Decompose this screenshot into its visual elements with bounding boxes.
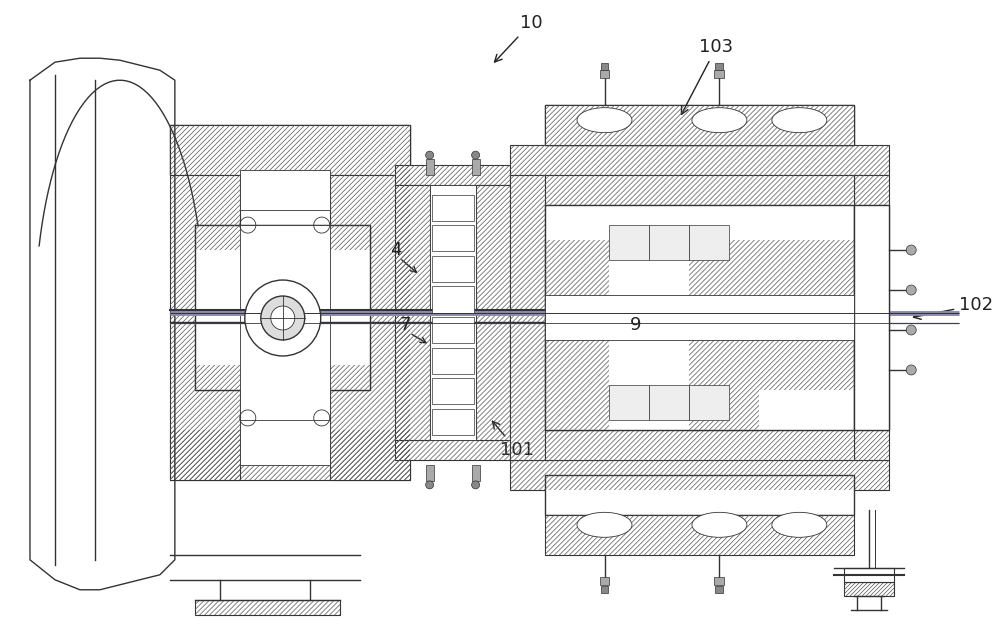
Bar: [600, 577, 609, 585]
Circle shape: [245, 280, 321, 356]
Polygon shape: [395, 185, 430, 440]
Circle shape: [906, 365, 916, 375]
Bar: [714, 577, 724, 585]
Text: 103: 103: [681, 38, 734, 114]
Polygon shape: [759, 240, 854, 390]
Text: 10: 10: [495, 14, 542, 62]
Text: 102: 102: [914, 296, 993, 319]
Bar: [432, 409, 474, 435]
Polygon shape: [545, 105, 854, 145]
Bar: [432, 286, 474, 312]
Bar: [426, 159, 434, 175]
Circle shape: [426, 481, 434, 489]
Polygon shape: [545, 515, 854, 555]
Polygon shape: [510, 145, 889, 175]
Bar: [170, 125, 410, 175]
Bar: [426, 465, 434, 481]
Bar: [844, 568, 894, 582]
Bar: [432, 225, 474, 251]
Bar: [689, 225, 729, 260]
Ellipse shape: [577, 108, 632, 133]
Polygon shape: [170, 175, 240, 480]
Bar: [430, 185, 476, 440]
Polygon shape: [510, 460, 889, 490]
Bar: [601, 64, 608, 70]
Bar: [432, 378, 474, 404]
Polygon shape: [195, 225, 370, 250]
Bar: [240, 170, 330, 210]
Polygon shape: [395, 440, 510, 460]
Bar: [714, 70, 724, 78]
Circle shape: [261, 296, 305, 340]
Bar: [545, 295, 854, 340]
Bar: [472, 465, 480, 481]
Polygon shape: [170, 430, 410, 480]
Polygon shape: [545, 430, 854, 460]
Bar: [715, 64, 723, 70]
Text: 9: 9: [629, 316, 641, 334]
Ellipse shape: [577, 512, 632, 537]
Polygon shape: [854, 245, 889, 430]
Polygon shape: [545, 240, 609, 430]
Bar: [432, 195, 474, 221]
Circle shape: [906, 285, 916, 295]
Circle shape: [906, 325, 916, 335]
Bar: [195, 225, 370, 390]
Polygon shape: [689, 240, 759, 430]
Text: 4: 4: [390, 241, 401, 259]
Bar: [609, 385, 649, 420]
Circle shape: [426, 151, 434, 159]
Polygon shape: [170, 125, 410, 175]
Bar: [240, 225, 330, 420]
Polygon shape: [476, 185, 510, 440]
Text: 7: 7: [400, 316, 411, 334]
Bar: [609, 225, 649, 260]
Bar: [240, 405, 330, 465]
Ellipse shape: [772, 108, 827, 133]
Bar: [545, 105, 854, 145]
Bar: [601, 585, 608, 593]
Polygon shape: [510, 175, 545, 460]
Bar: [432, 317, 474, 343]
Ellipse shape: [692, 108, 747, 133]
Ellipse shape: [692, 512, 747, 537]
Circle shape: [472, 151, 480, 159]
Bar: [854, 205, 889, 430]
Circle shape: [906, 245, 916, 255]
Polygon shape: [195, 600, 340, 615]
Polygon shape: [195, 365, 370, 390]
Polygon shape: [395, 165, 510, 185]
Polygon shape: [854, 175, 889, 460]
Bar: [649, 225, 689, 260]
Polygon shape: [854, 205, 889, 245]
Bar: [545, 205, 854, 430]
Polygon shape: [330, 175, 410, 480]
Bar: [689, 385, 729, 420]
Circle shape: [271, 306, 295, 330]
Bar: [715, 585, 723, 593]
Bar: [649, 385, 689, 420]
Ellipse shape: [772, 512, 827, 537]
Bar: [600, 70, 609, 78]
Text: 101: 101: [492, 421, 534, 459]
Bar: [432, 348, 474, 374]
Polygon shape: [545, 175, 854, 205]
Circle shape: [472, 481, 480, 489]
Bar: [472, 159, 480, 175]
Polygon shape: [844, 582, 894, 596]
Bar: [545, 475, 854, 515]
Bar: [432, 256, 474, 282]
